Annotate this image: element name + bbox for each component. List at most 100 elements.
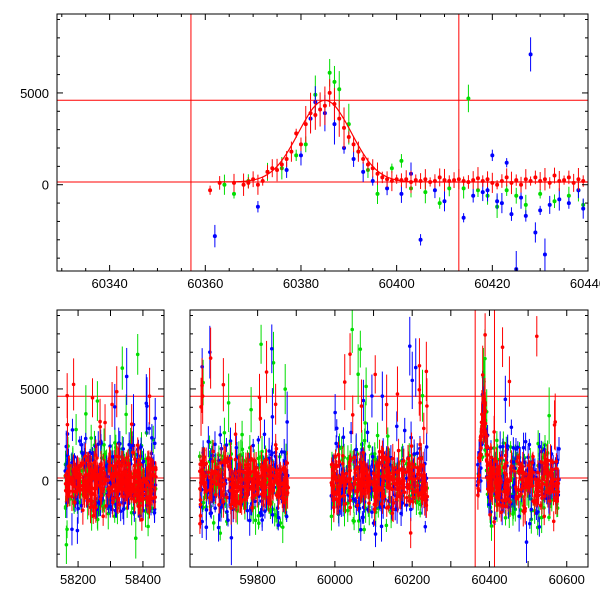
data-point [279,162,284,167]
data-point [487,502,491,507]
data-point [263,468,267,472]
data-point [369,479,373,484]
data-point [514,178,519,183]
data-point [581,206,586,211]
data-point [557,447,561,451]
data-point [461,186,466,191]
data-point [363,421,367,425]
data-point [339,478,343,483]
data-point [343,480,347,485]
data-point [83,436,88,441]
data-point [542,177,547,182]
data-point [471,193,476,198]
data-point [461,215,466,220]
data-point [267,449,271,453]
data-point [489,524,494,528]
top-reference-vlines [190,14,460,271]
data-point [133,536,138,541]
data-point [392,466,397,470]
data-point [370,179,375,184]
data-point [259,342,263,347]
data-point [229,481,234,486]
data-point [408,507,413,512]
data-point [380,502,384,506]
data-point [214,482,218,487]
data-point [228,439,233,443]
data-point [241,182,246,187]
data-point [264,370,269,374]
data-point [425,494,430,499]
data-point [365,430,370,435]
data-point [277,484,282,488]
data-point [384,402,389,407]
data-point [127,442,131,447]
data-point [498,445,502,449]
data-point [543,443,547,447]
data-point [211,449,215,454]
data-point [365,162,370,167]
data-point [576,177,581,182]
data-point [65,422,70,427]
data-point [236,469,241,473]
data-point [75,528,80,533]
data-point [349,430,353,435]
data-point [218,433,223,437]
data-point [99,470,103,475]
data-point [283,500,287,505]
data-point [407,485,412,490]
data-point [283,469,288,473]
data-point [337,459,342,464]
data-point [347,460,352,465]
data-point [357,506,362,511]
data-point [80,451,84,456]
data-point [347,487,352,492]
data-point [375,191,380,196]
data-point [66,464,71,469]
data-point [242,470,247,475]
data-point [134,492,139,497]
data-point [361,169,366,174]
data-point [373,532,378,536]
data-point [348,505,352,510]
data-point [404,177,409,182]
data-point [225,509,229,514]
data-point [70,428,75,432]
data-point [95,456,99,460]
data-point [475,188,480,193]
data-point [277,474,281,478]
data-point [128,482,133,487]
data-point [110,507,114,512]
data-point [234,504,238,508]
data-point [380,175,385,180]
data-point [517,514,521,519]
data-point [138,504,142,508]
data-point [528,521,532,526]
data-point [500,345,505,349]
top-model-curve [210,99,588,183]
data-point [341,494,346,498]
data-point [495,438,499,443]
data-point [508,445,513,449]
data-point [221,382,226,387]
data-point [352,480,357,484]
data-point [216,465,220,470]
data-point [124,412,128,417]
data-point [150,467,154,472]
data-point [360,447,365,452]
data-point [327,90,332,95]
data-point [97,473,101,478]
data-point [358,460,362,465]
data-point [285,420,289,424]
data-point [211,521,216,525]
data-point [329,514,334,519]
data-point [92,486,96,491]
data-point [283,497,288,502]
data-point [354,489,359,494]
data-point [146,524,150,529]
data-point [249,456,254,461]
data-point [407,499,411,503]
data-point [64,484,69,489]
data-point [269,347,274,351]
data-point [245,483,250,488]
data-point [70,527,74,532]
